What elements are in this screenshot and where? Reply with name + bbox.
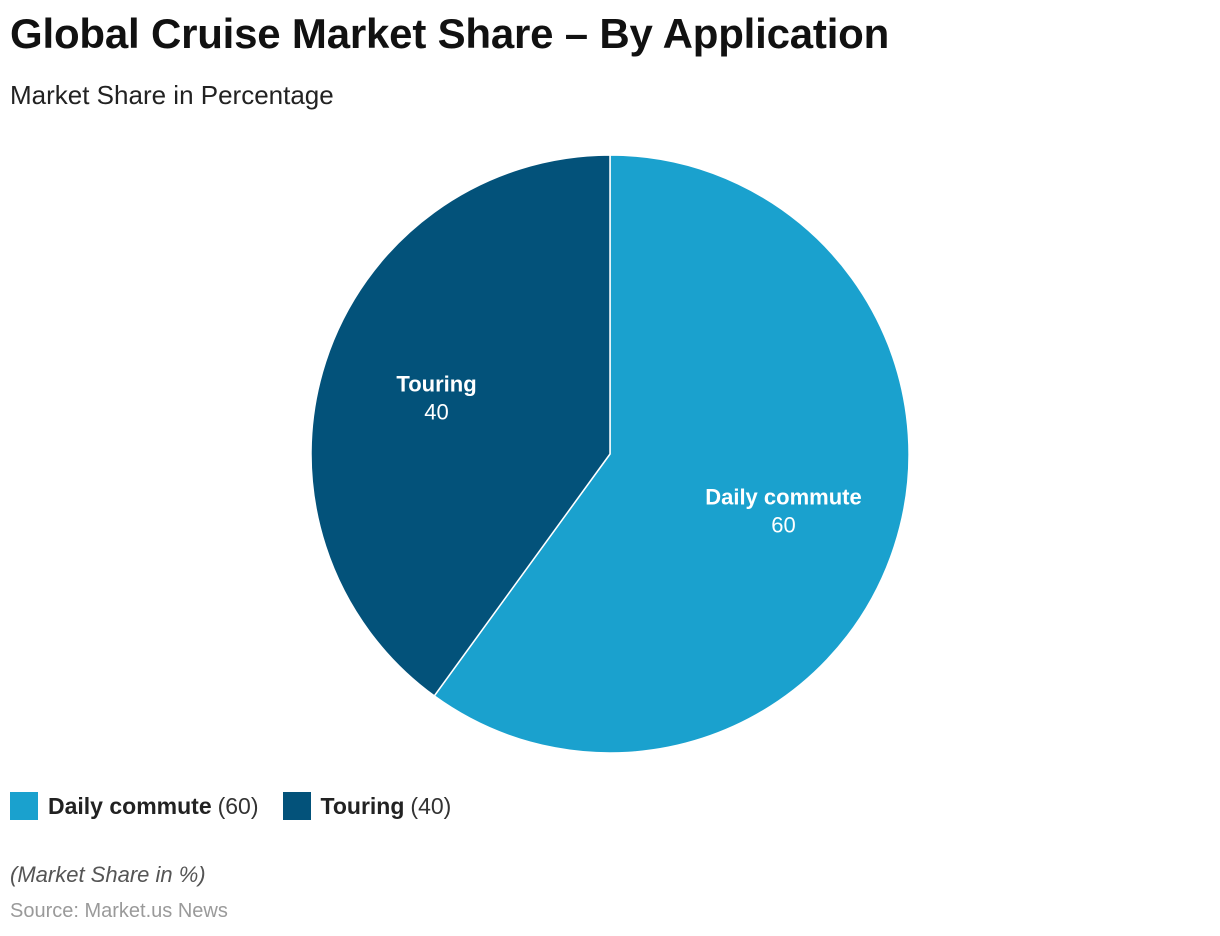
chart-legend: Daily commute (60) Touring (40) (10, 792, 475, 820)
pie-slice-touring[interactable] (310, 154, 611, 697)
legend-value-touring: (40) (410, 792, 452, 819)
chart-note: (Market Share in %) (10, 862, 206, 887)
legend-item-daily-commute[interactable]: Daily commute (60) (10, 792, 259, 820)
pie-chart: Daily commute 60 Touring 40 (310, 154, 910, 754)
legend-label-touring: Touring (320, 792, 405, 819)
chart-title: Global Cruise Market Share – By Applicat… (10, 10, 890, 57)
legend-swatch-touring (282, 792, 311, 820)
legend-value-daily-commute: (60) (217, 792, 259, 819)
legend-label-daily-commute: Daily commute (48, 792, 212, 819)
slice-value-touring: 40 (424, 400, 448, 425)
pie-slice-daily-commute[interactable] (433, 154, 910, 754)
legend-swatch-daily-commute (10, 792, 38, 820)
slice-value-daily-commute: 60 (771, 512, 795, 537)
legend-item-touring[interactable]: Touring (40) (282, 792, 452, 820)
slice-label-daily-commute: Daily commute (705, 484, 862, 509)
chart-subtitle: Market Share in Percentage (10, 80, 334, 110)
slice-label-touring: Touring (396, 372, 476, 397)
chart-source: Source: Market.us News (10, 900, 228, 922)
